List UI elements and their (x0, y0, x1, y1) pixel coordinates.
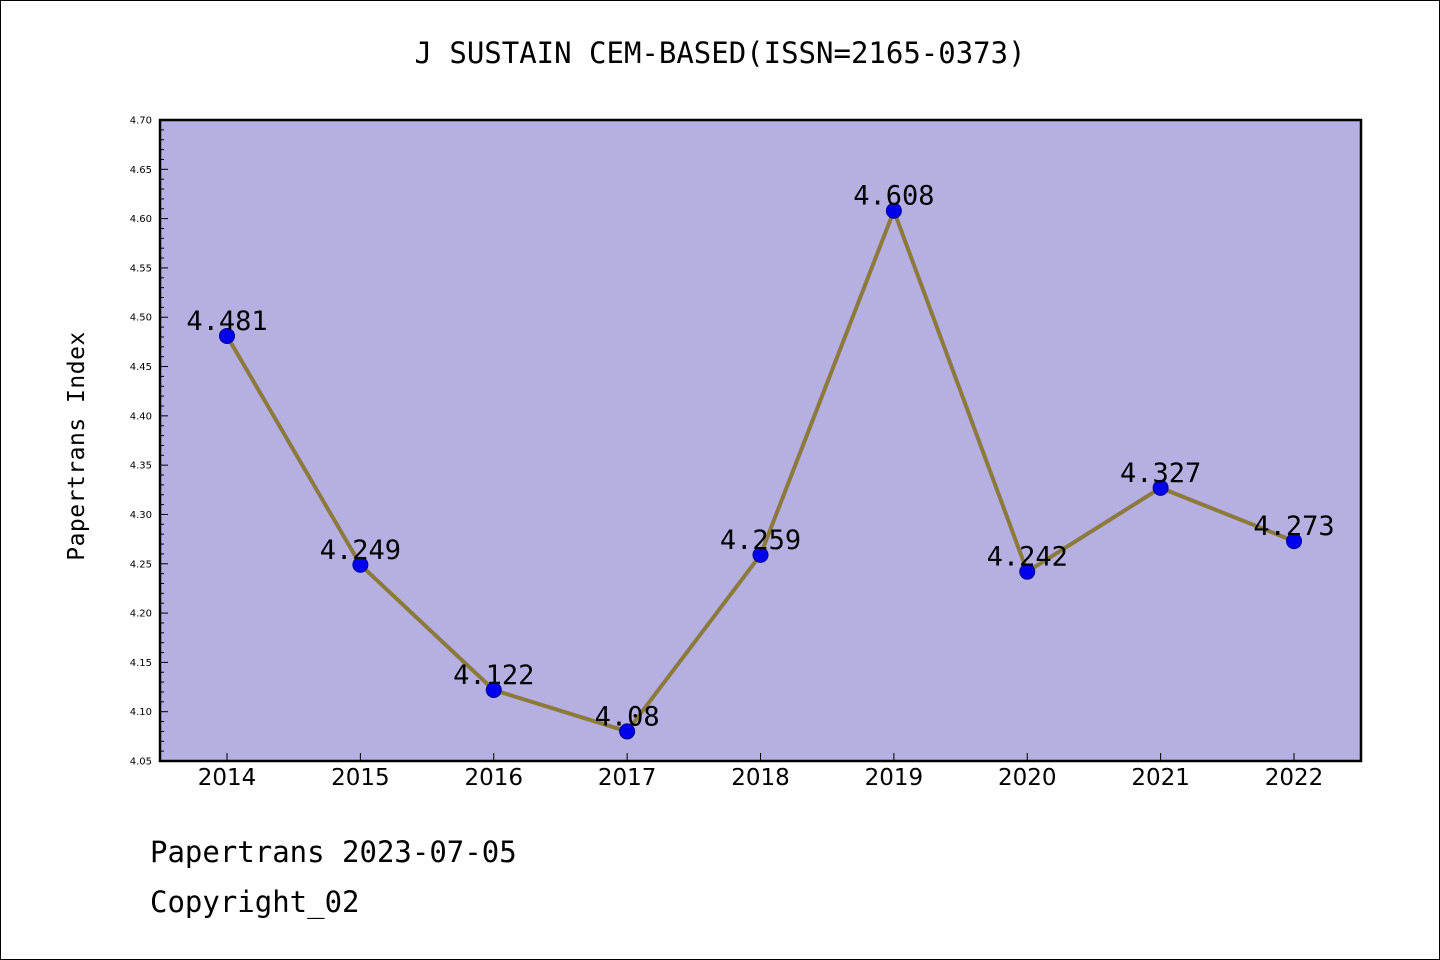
y-tick-label: 4.30 (130, 510, 152, 521)
y-tick-label: 4.05 (130, 757, 152, 768)
y-tick-label: 4.40 (130, 411, 152, 422)
chart-title: J SUSTAIN CEM-BASED(ISSN=2165-0373) (414, 36, 1026, 70)
data-label-2017: 4.08 (595, 701, 660, 732)
y-tick-label: 4.55 (130, 263, 152, 274)
data-label-2014: 4.481 (186, 306, 267, 337)
data-point-2018 (752, 546, 769, 563)
x-tick-label-2017: 2017 (598, 765, 657, 791)
y-tick-label: 4.35 (130, 461, 152, 472)
x-tick-label-2014: 2014 (198, 765, 257, 791)
footer-copyright: Copyright_02 (150, 885, 360, 919)
y-tick-label: 4.50 (130, 313, 152, 324)
y-tick-label: 4.15 (130, 658, 152, 669)
x-axis-ticks: 2014 2015 2016 2017 2018 2019 2020 2021 2022 (198, 753, 1324, 791)
y-tick-label: 4.20 (130, 609, 152, 620)
plot-area (160, 120, 1361, 761)
data-point-2014 (219, 327, 235, 344)
plot-border (158, 118, 1363, 763)
data-label-2019: 4.608 (853, 181, 934, 212)
x-tick-label-2019: 2019 (865, 765, 924, 791)
x-tick-label-2018: 2018 (731, 765, 790, 791)
x-tick-label-2016: 2016 (464, 765, 523, 791)
y-tick-label: 4.60 (130, 214, 152, 225)
y-tick-label: 4.10 (130, 707, 152, 718)
y-axis-ticks: 4.05 4.10 4.15 4.20 4.25 4.30 4.35 4.40 4.45 4.50… (130, 116, 168, 768)
x-tick-label-2015: 2015 (331, 765, 390, 791)
y-tick-label: 4.25 (130, 559, 152, 570)
data-label-2020: 4.242 (987, 542, 1068, 573)
footer-date: Papertrans 2023-07-05 (150, 835, 517, 869)
data-label-2021: 4.327 (1120, 458, 1201, 489)
x-tick-label-2020: 2020 (998, 765, 1057, 791)
y-tick-label: 4.70 (130, 116, 152, 127)
y-tick-label: 4.45 (130, 362, 152, 373)
data-point-2020 (1019, 563, 1036, 580)
x-tick-label-2021: 2021 (1131, 765, 1190, 791)
x-tick-label-2022: 2022 (1265, 765, 1324, 791)
data-point-2021 (1152, 479, 1169, 496)
data-point-2015 (352, 556, 369, 573)
data-label-2015: 4.249 (320, 535, 401, 566)
data-label-2018: 4.259 (720, 525, 801, 556)
data-point-2019 (885, 202, 902, 219)
data-labels: 4.481 4.249 4.122 4.08 4.259 4.608 4.242 4.327 4… (186, 181, 1334, 733)
y-tick-label: 4.65 (130, 165, 152, 176)
data-label-2016: 4.122 (453, 660, 534, 691)
data-point-2022 (1286, 533, 1302, 550)
data-point-2017 (619, 723, 636, 740)
data-point-2016 (485, 681, 502, 698)
data-label-2022: 4.273 (1253, 511, 1334, 542)
data-markers (219, 202, 1302, 740)
